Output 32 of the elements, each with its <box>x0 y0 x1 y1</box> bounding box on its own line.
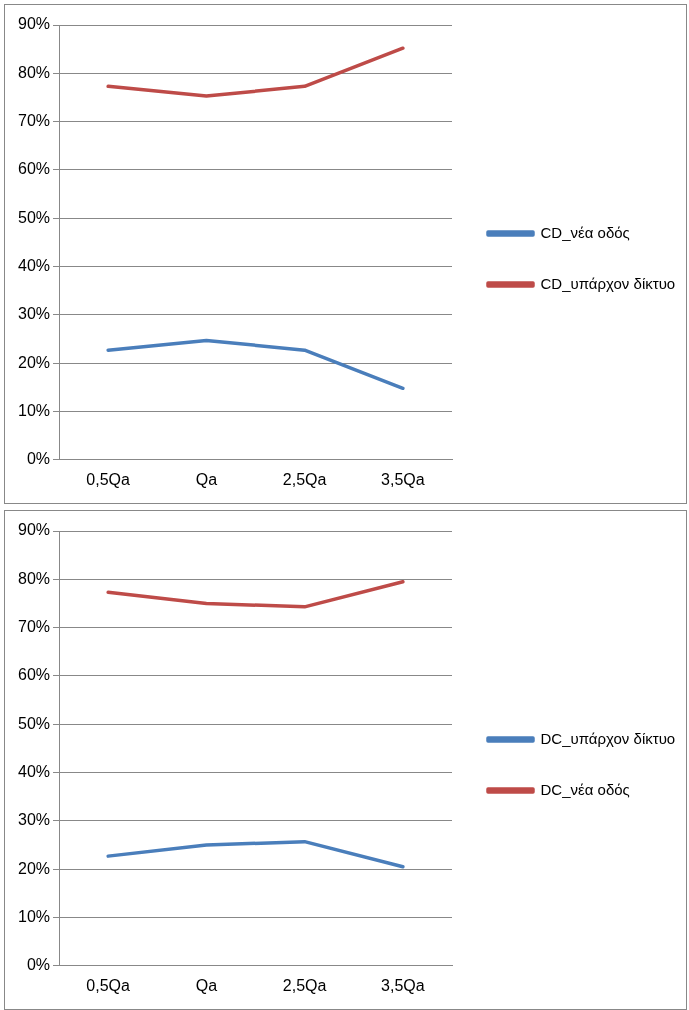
x-tick-label: 2,5Qa <box>282 976 327 994</box>
y-tick-label: 90% <box>17 15 51 33</box>
x-tick-label: 0,5Qa <box>86 976 131 994</box>
y-tick-label: 30% <box>17 811 51 829</box>
y-tick-label: 90% <box>17 521 51 539</box>
y-tick-label: 80% <box>17 63 51 81</box>
y-tick-label: 10% <box>17 907 51 925</box>
legend-label: DC_υπάρχον δίκτυο <box>540 729 676 747</box>
y-tick-label: 80% <box>17 569 51 587</box>
x-tick-label: 0,5Qa <box>86 470 131 488</box>
legend-label: CD_νέα οδός <box>540 223 630 241</box>
y-tick-label: 30% <box>17 305 51 323</box>
legend-label: DC_νέα οδός <box>540 780 630 798</box>
x-tick-label: 3,5Qa <box>381 470 425 488</box>
y-tick-label: 60% <box>17 160 51 178</box>
x-tick-label: Qa <box>195 976 218 994</box>
y-tick-label: 0% <box>26 450 51 468</box>
y-tick-label: 40% <box>17 762 51 780</box>
x-tick-label: 2,5Qa <box>282 470 327 488</box>
y-tick-label: 20% <box>17 859 51 877</box>
y-tick-label: 60% <box>17 666 51 684</box>
x-tick-label: 3,5Qa <box>381 976 425 994</box>
y-tick-label: 70% <box>17 112 51 130</box>
y-tick-label: 50% <box>17 714 51 732</box>
y-tick-label: 0% <box>26 956 51 974</box>
x-tick-label: Qa <box>195 470 218 488</box>
legend-label: CD_υπάρχον δίκτυο <box>540 274 676 292</box>
y-tick-label: 40% <box>17 256 51 274</box>
y-tick-label: 50% <box>17 208 51 226</box>
y-tick-label: 20% <box>17 353 51 371</box>
y-tick-label: 10% <box>17 401 51 419</box>
y-tick-label: 70% <box>17 618 51 636</box>
